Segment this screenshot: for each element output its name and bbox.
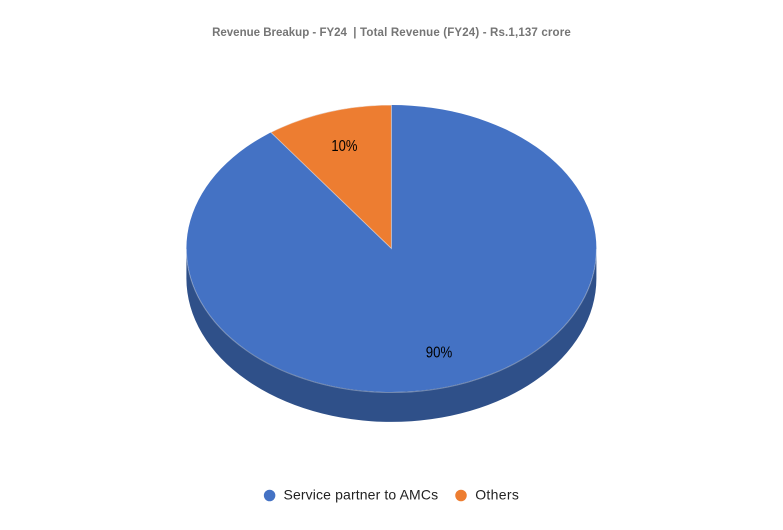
svg-text:Service partner to AMCs: Service partner to AMCs [284, 487, 439, 503]
svg-text:90%: 90% [426, 345, 453, 362]
svg-text:10%: 10% [331, 138, 357, 155]
svg-text:Others: Others [475, 487, 519, 503]
